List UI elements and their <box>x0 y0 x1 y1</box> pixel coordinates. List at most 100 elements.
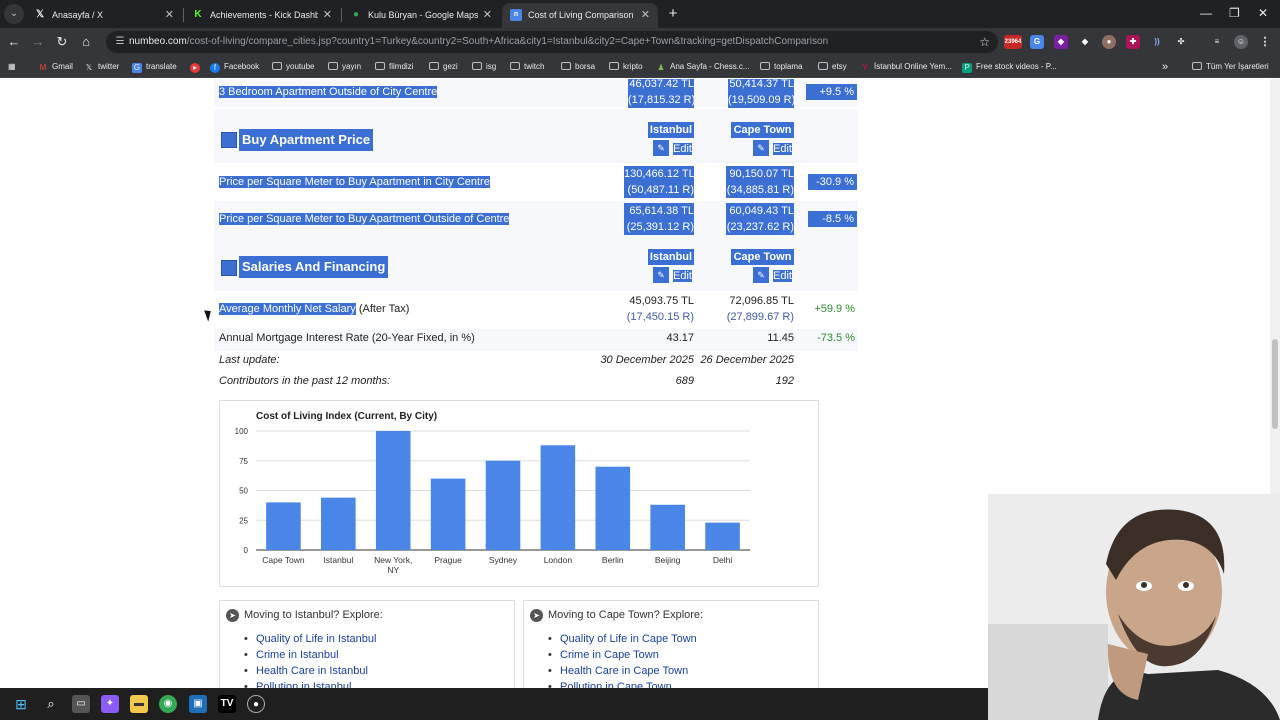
file-explorer-icon[interactable]: ▬ <box>130 695 148 713</box>
x-tick-label: New York, <box>374 555 412 565</box>
bookmark-twitch[interactable]: twitch <box>510 60 544 74</box>
city1-header[interactable]: Istanbul <box>648 122 694 138</box>
windows-start-icon[interactable]: ⊞ <box>15 696 27 712</box>
chart-bar[interactable] <box>595 466 631 550</box>
chart-bar[interactable] <box>540 445 576 550</box>
bookmarks-overflow-button[interactable]: » <box>1162 61 1169 73</box>
minimize-icon[interactable]: — <box>1200 6 1212 20</box>
tab-search-chevron-icon[interactable]: ⌄ <box>4 4 24 24</box>
address-bar[interactable]: ☰ numbeo.com/cost-of-living/compare_citi… <box>106 31 998 53</box>
back-arrow-icon[interactable]: ← <box>7 34 21 49</box>
task-view-icon[interactable]: ▭ <box>72 695 90 713</box>
tab-x[interactable]: 𝕏 Anasayfa / X ✕ <box>26 3 182 28</box>
row-label-selected[interactable]: Average Monthly Net Salary <box>219 303 356 315</box>
extension-icon[interactable]: ◆ <box>1054 35 1068 49</box>
bookmark-red[interactable]: ▸ <box>190 60 204 74</box>
chrome-icon[interactable]: ◉ <box>159 695 177 713</box>
bookmark-pexels[interactable]: P Free stock videos - P... <box>962 60 1057 74</box>
reload-icon[interactable]: ↻ <box>56 34 68 49</box>
city2-header[interactable]: Cape Town <box>731 122 794 138</box>
row-label-text[interactable]: Price per Square Meter to Buy Apartment … <box>219 213 510 225</box>
tab-kick[interactable]: K Achievements - Kick Dashboard ✕ <box>184 3 340 28</box>
bookmark-chess[interactable]: ♟ Ana Sayfa - Chess.c... <box>656 60 750 74</box>
search-icon[interactable]: ⌕ <box>47 696 55 711</box>
chart-bar[interactable] <box>650 504 685 550</box>
bookmark-star-icon[interactable]: ☆ <box>979 35 990 49</box>
diamond-extension-icon[interactable]: ◆ <box>1081 37 1089 46</box>
translate-extension-icon[interactable]: G <box>1030 35 1044 49</box>
site-info-icon[interactable]: ☰ <box>115 36 125 47</box>
explore-link[interactable]: Health Care in Cape Town <box>548 663 697 679</box>
close-icon[interactable]: ✕ <box>164 9 174 21</box>
new-tab-button[interactable]: + <box>668 5 678 22</box>
extension-badge[interactable]: 23964 <box>1004 35 1022 49</box>
bookmark-youtube[interactable]: youtube <box>272 60 314 74</box>
explore-link[interactable]: Health Care in Istanbul <box>244 663 376 679</box>
tab-numbeo[interactable]: n Cost of Living Comparison Betw ✕ <box>502 3 658 28</box>
obs-icon[interactable]: ● <box>247 695 265 713</box>
bookmark-yayin[interactable]: yayın <box>328 60 361 74</box>
bookmark-label: Ana Sayfa - Chess.c... <box>670 62 750 71</box>
bookmark-kripto[interactable]: kripto <box>609 60 643 74</box>
chart-bar[interactable] <box>375 431 411 550</box>
folder-icon <box>818 62 828 70</box>
page-scrollbar[interactable] <box>1270 79 1280 688</box>
bookmark-label: filmdizi <box>389 62 414 71</box>
chart-bar[interactable] <box>705 522 740 550</box>
bookmark-gezi[interactable]: gezi <box>429 60 458 74</box>
extensions-puzzle-icon[interactable]: ✣ <box>1177 37 1185 46</box>
extension-icon[interactable]: ✚ <box>1126 35 1140 49</box>
all-bookmarks[interactable]: Tüm Yer İşaretleri <box>1192 60 1269 74</box>
bookmark-yemeksepeti[interactable]: Y İstanbul Online Yem... <box>860 60 952 74</box>
explore-link[interactable]: Pollution in Istanbul <box>244 679 376 688</box>
chart-bar[interactable] <box>266 502 301 550</box>
bookmark-toplama[interactable]: toplama <box>760 60 802 74</box>
url-path: /cost-of-living/compare_cities.jsp?count… <box>186 36 829 47</box>
maximize-icon[interactable]: ❐ <box>1229 6 1240 20</box>
forward-arrow-icon[interactable]: → <box>31 34 45 49</box>
bookmark-etsy[interactable]: etsy <box>818 60 847 74</box>
bookmark-facebook[interactable]: f Facebook <box>210 60 259 74</box>
city1-header[interactable]: Istanbul <box>648 249 694 265</box>
window-close-icon[interactable]: ✕ <box>1258 6 1269 20</box>
row-label-text[interactable]: Price per Square Meter to Buy Apartment … <box>219 176 490 188</box>
copilot-icon[interactable]: ✦ <box>101 695 119 713</box>
apps-grid-icon[interactable]: ▦ <box>8 62 16 71</box>
close-icon[interactable]: ✕ <box>482 9 492 21</box>
tradingview-icon[interactable]: TV <box>218 695 236 713</box>
profile-avatar[interactable]: ☺ <box>1234 35 1248 49</box>
app-icon[interactable]: ▣ <box>189 695 207 713</box>
explore-link[interactable]: Crime in Cape Town <box>548 647 697 663</box>
explore-link[interactable]: Pollution in Cape Town <box>548 679 697 688</box>
extension-icon[interactable]: ● <box>1102 35 1116 49</box>
scroll-thumb[interactable] <box>1272 339 1278 429</box>
bookmark-gmail[interactable]: M Gmail <box>38 60 73 74</box>
audio-extension-icon[interactable]: )) <box>1154 37 1160 46</box>
edit-button[interactable]: ✎ Edit <box>753 140 792 158</box>
x-tick-label: Berlin <box>602 555 624 565</box>
row-label-text[interactable]: 3 Bedroom Apartment Outside of City Cent… <box>219 86 438 98</box>
bookmark-borsa[interactable]: borsa <box>561 60 595 74</box>
chart-bar[interactable] <box>321 497 356 550</box>
close-icon[interactable]: ✕ <box>640 9 650 21</box>
tab-google-maps[interactable]: ● Kulu Büryan - Google Maps ✕ <box>342 3 500 28</box>
home-icon[interactable]: ⌂ <box>82 34 90 49</box>
url-text[interactable]: numbeo.com/cost-of-living/compare_cities… <box>129 36 828 48</box>
chart-bar[interactable] <box>430 478 466 550</box>
city2-header[interactable]: Cape Town <box>731 249 794 265</box>
chess-pawn-icon: ♟ <box>657 63 665 72</box>
bookmark-isg[interactable]: isg <box>472 60 496 74</box>
explore-link[interactable]: Quality of Life in Istanbul <box>244 631 376 647</box>
explore-link[interactable]: Quality of Life in Cape Town <box>548 631 697 647</box>
bookmark-filmdizi[interactable]: filmdizi <box>375 60 413 74</box>
edit-button[interactable]: ✎ Edit <box>653 140 692 158</box>
chart-bar[interactable] <box>485 460 521 550</box>
browser-menu-icon[interactable]: ⋮ <box>1259 36 1271 48</box>
close-icon[interactable]: ✕ <box>322 9 332 21</box>
reading-list-icon[interactable]: ≡ <box>1214 37 1220 46</box>
edit-button[interactable]: ✎ Edit <box>653 267 692 285</box>
explore-link[interactable]: Crime in Istanbul <box>244 647 376 663</box>
edit-button[interactable]: ✎ Edit <box>753 267 792 285</box>
